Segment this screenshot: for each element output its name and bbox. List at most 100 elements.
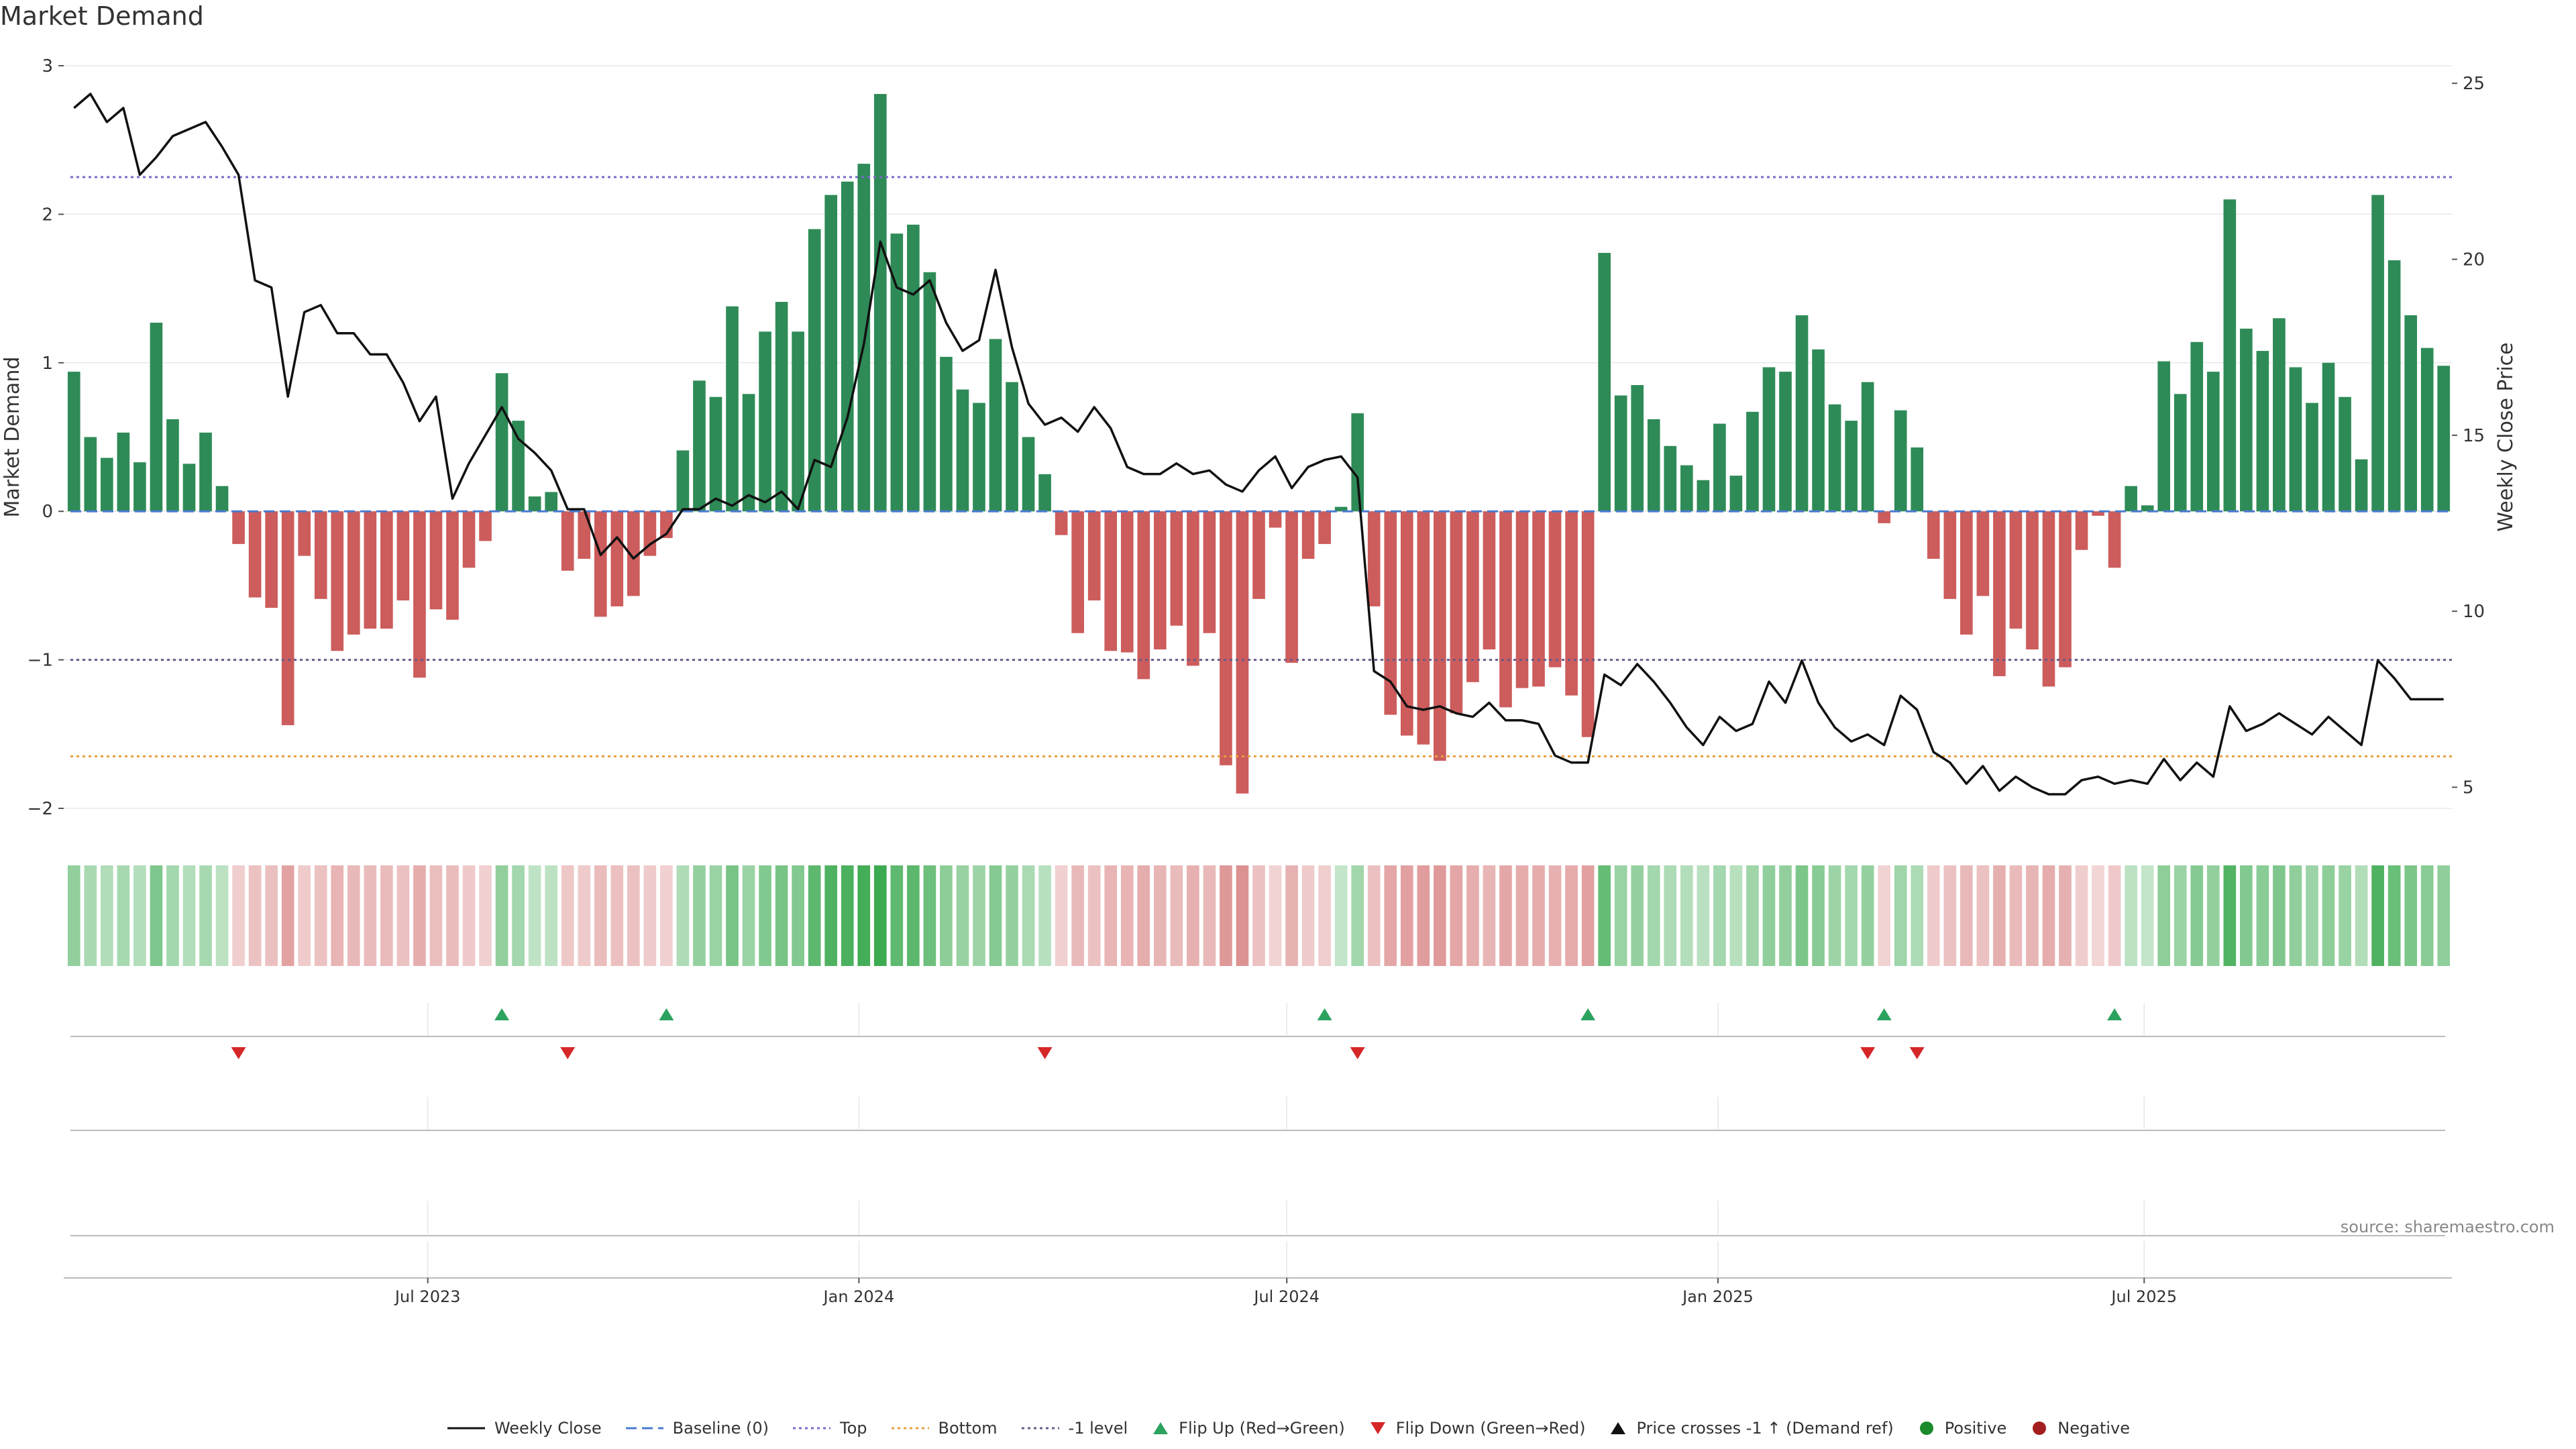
heat-strip-cell (873, 865, 887, 966)
heat-strip-cell (2289, 865, 2302, 966)
negative-bar (1203, 511, 1216, 633)
heat-strip-cell (117, 865, 130, 966)
heat-strip-cell (281, 865, 294, 966)
heat-strip-cell (166, 865, 179, 966)
heat-strip-cell (792, 865, 804, 966)
heat-strip-cell (2223, 865, 2237, 966)
positive-bar (1598, 252, 1611, 512)
heat-strip-cell (693, 865, 706, 966)
y-tick-label: −1 (28, 651, 53, 671)
heat-strip-cell (1499, 865, 1512, 966)
positive-bar (117, 432, 130, 512)
legend-negative[interactable]: Negative (2029, 1419, 2130, 1438)
heat-strip-cell (1532, 865, 1545, 966)
heat-strip-cell (2240, 865, 2253, 966)
negative-bar (1187, 511, 1199, 666)
negative-bar (660, 511, 673, 539)
solid-line-icon (447, 1427, 485, 1430)
heat-strip-cell (2273, 865, 2286, 966)
legend-label: Baseline (0) (672, 1419, 769, 1438)
negative-bar (1499, 511, 1512, 708)
heat-strip-cell (331, 865, 344, 966)
negative-bar (429, 511, 443, 610)
heat-strip-cell (1367, 865, 1381, 966)
positive-bar (1614, 395, 1627, 512)
heat-strip-cell (1746, 865, 1759, 966)
legend-bottom[interactable]: Bottom (890, 1419, 998, 1438)
positive-bar (2420, 347, 2434, 512)
positive-bar (133, 462, 146, 512)
heat-strip-cell (1515, 865, 1529, 966)
legend-weekly-close[interactable]: Weekly Close (446, 1419, 602, 1438)
legend-minus1[interactable]: -1 level (1020, 1419, 1128, 1438)
legend-positive[interactable]: Positive (1917, 1419, 2007, 1438)
positive-bar (824, 195, 838, 512)
positive-bar (973, 402, 985, 512)
flip-down-marker (1350, 1047, 1365, 1059)
flip-up-marker (2107, 1008, 2123, 1020)
triangle-up-icon (1153, 1422, 1169, 1434)
negative-bar (1515, 511, 1529, 688)
heat-strip-cell (1170, 865, 1183, 966)
heat-strip-cell (1252, 865, 1265, 966)
positive-bar (873, 94, 887, 512)
heat-strip-cell (1269, 865, 1282, 966)
heat-strip-cell (824, 865, 838, 966)
legend-top[interactable]: Top (792, 1419, 867, 1438)
negative-bar (1565, 511, 1578, 696)
negative-bar (1400, 511, 1413, 736)
positive-bar (1697, 480, 1710, 512)
heat-strip-cell (2141, 865, 2154, 966)
positive-bar (1845, 421, 1858, 512)
legend-label: Positive (1944, 1419, 2007, 1438)
heat-strip-cell (1483, 865, 1496, 966)
negative-bar (1548, 511, 1562, 667)
legend-label: Bottom (938, 1419, 998, 1438)
positive-bar (2437, 366, 2451, 512)
circle-icon (1919, 1421, 1933, 1435)
positive-bar (2387, 260, 2401, 512)
positive-bar (545, 492, 557, 512)
negative-bar (396, 511, 410, 601)
positive-bar (2339, 396, 2351, 512)
legend-price-cross[interactable]: Price crosses -1 ↑ (Demand ref) (1608, 1419, 1894, 1438)
negative-bar (2059, 511, 2072, 667)
negative-bar (1532, 511, 1545, 687)
heat-strip-cell (232, 865, 245, 966)
heat-strip-cell (2075, 865, 2088, 966)
heat-strip-cell (1976, 865, 1990, 966)
heat-strip-cell (643, 865, 657, 966)
heat-strip-cell (101, 865, 113, 966)
positive-bar (1647, 419, 1660, 512)
legend-flip-down[interactable]: Flip Down (Green→Red) (1368, 1419, 1586, 1438)
heat-strip-cell (133, 865, 146, 966)
positive-bar (940, 356, 953, 512)
negative-bar (1318, 511, 1331, 544)
legend-baseline[interactable]: Baseline (0) (625, 1419, 769, 1438)
heat-strip-cell (841, 865, 854, 966)
positive-bar (1779, 372, 1792, 512)
heat-strip-cell (429, 865, 443, 966)
negative-bar (1170, 511, 1183, 626)
heat-strip-cell (1153, 865, 1167, 966)
weekly-close-line (73, 93, 2444, 796)
positive-bar (1812, 349, 1825, 512)
legend-label: Flip Down (Green→Red) (1395, 1419, 1586, 1438)
negative-bar (265, 511, 278, 608)
positive-bar (1746, 411, 1759, 512)
heat-strip-cell (2387, 865, 2401, 966)
positive-bar (166, 419, 179, 512)
heat-strip-cell (1318, 865, 1331, 966)
heat-strip-cell (314, 865, 327, 966)
negative-bar (462, 511, 476, 568)
heat-strip-cell (2174, 865, 2187, 966)
heat-strip-cell (1894, 865, 1907, 966)
heat-strip-cell (2190, 865, 2204, 966)
heat-strip-cell (759, 865, 771, 966)
negative-bar (2092, 511, 2104, 516)
legend-flip-up[interactable]: Flip Up (Red→Green) (1150, 1419, 1345, 1438)
heat-strip-cell (956, 865, 969, 966)
positive-bar (1351, 413, 1364, 512)
negative-bar (1301, 511, 1315, 559)
